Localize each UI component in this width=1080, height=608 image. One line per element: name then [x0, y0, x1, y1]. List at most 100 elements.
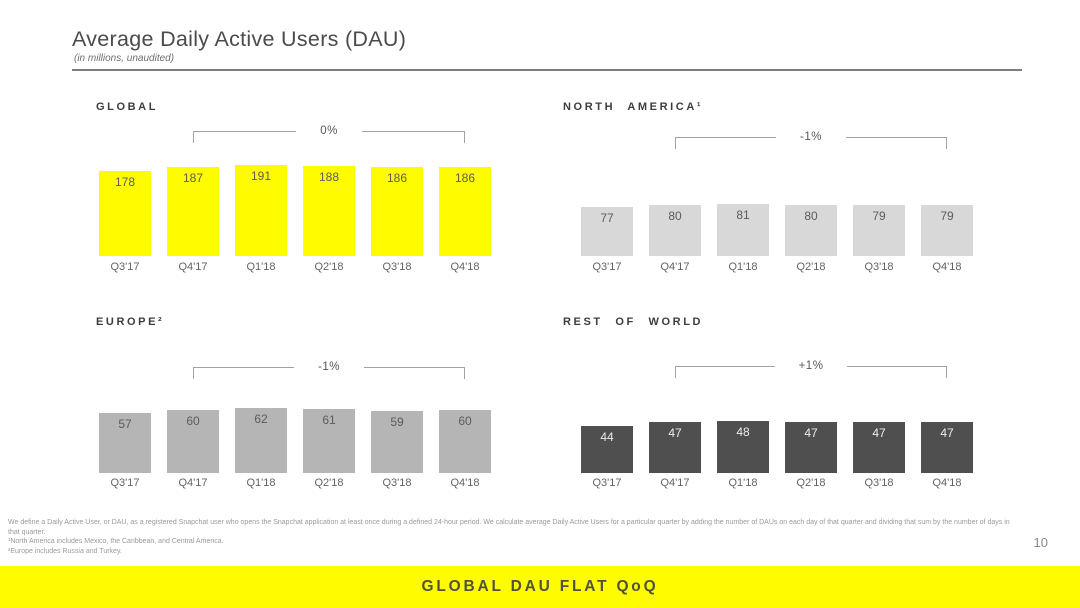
bar-rest-of-world-q [785, 422, 837, 473]
x-tick-label: Q2'18 [796, 261, 826, 273]
x-tick-label: Q2'18 [314, 261, 344, 273]
bar-value-label: 47 [804, 426, 818, 440]
bar-value-label: 60 [458, 414, 472, 428]
bar-value-label: 77 [600, 211, 614, 225]
bar-global-q [303, 166, 355, 256]
bracket-line-left [193, 131, 297, 143]
chart-title-global: GLOBAL [96, 101, 159, 113]
x-tick-label: Q4'18 [932, 261, 962, 273]
x-tick-label: Q3'18 [382, 477, 412, 489]
chart-title-rest-of-world: REST OF WORLD [563, 316, 704, 328]
bracket-line-right [361, 131, 465, 143]
bar-global-q [371, 167, 423, 256]
x-tick-label: Q1'18 [728, 477, 758, 489]
bar-value-label: 79 [940, 209, 954, 223]
bracket-line-right [847, 366, 947, 378]
bar-value-label: 79 [872, 209, 886, 223]
chart-title-north-america: NORTH AMERICA¹ [563, 101, 704, 113]
bar-global-q [167, 167, 219, 256]
change-bracket-north-america: -1% [675, 131, 948, 149]
bar-rest-of-world-q [921, 422, 973, 473]
change-label: -1% [800, 131, 822, 143]
change-bracket-global: 0% [193, 125, 465, 143]
x-tick-label: Q4'17 [178, 477, 208, 489]
change-bracket-europe: -1% [193, 361, 466, 379]
bar-rest-of-world-q [717, 421, 769, 473]
x-tick-label: Q4'18 [450, 261, 480, 273]
x-tick-label: Q3'18 [864, 477, 894, 489]
header-divider [72, 69, 1022, 71]
bar-rest-of-world-q [853, 422, 905, 473]
bracket-line-left [193, 367, 295, 379]
bar-rest-of-world-q [581, 426, 633, 473]
x-tick-label: Q1'18 [246, 261, 276, 273]
x-tick-label: Q2'18 [796, 477, 826, 489]
x-tick-label: Q4'17 [660, 477, 690, 489]
x-tick-label: Q4'17 [660, 261, 690, 273]
bar-global-q [235, 165, 287, 256]
bar-europe-q [99, 413, 151, 473]
change-label: +1% [798, 360, 824, 372]
bar-global-q [99, 171, 151, 256]
bar-value-label: 80 [804, 209, 818, 223]
page-subtitle: (in millions, unaudited) [74, 53, 175, 64]
bottom-banner: GLOBAL DAU FLAT QoQ [0, 566, 1080, 608]
x-tick-label: Q3'18 [382, 261, 412, 273]
bar-value-label: 47 [940, 426, 954, 440]
x-tick-label: Q3'17 [110, 261, 140, 273]
bar-value-label: 59 [390, 415, 404, 429]
x-tick-label: Q3'17 [110, 477, 140, 489]
footnote-dau-definition: We define a Daily Active User, or DAU, a… [8, 519, 1010, 536]
x-tick-label: Q4'18 [450, 477, 480, 489]
bar-north-america-q [649, 205, 701, 256]
bar-europe-q [439, 410, 491, 473]
bracket-line-left [675, 137, 777, 149]
bar-value-label: 62 [254, 412, 268, 426]
bar-north-america-q [717, 204, 769, 256]
bracket-line-left [675, 366, 775, 378]
bracket-line-right [363, 367, 466, 379]
x-tick-label: Q3'17 [592, 477, 622, 489]
chart-title-europe: EUROPE² [96, 316, 165, 328]
bar-europe-q [235, 408, 287, 473]
footnote-europe: ²Europe includes Russia and Turkey. [8, 547, 122, 555]
bar-value-label: 178 [114, 175, 136, 189]
page-title: Average Daily Active Users (DAU) [72, 27, 407, 51]
bar-value-label: 188 [318, 170, 340, 184]
bar-value-label: 80 [668, 209, 682, 223]
change-label: -1% [318, 361, 340, 373]
x-tick-label: Q1'18 [728, 261, 758, 273]
bar-north-america-q [581, 207, 633, 256]
bar-value-label: 61 [322, 413, 336, 427]
bar-value-label: 60 [186, 414, 200, 428]
change-label: 0% [320, 125, 338, 137]
page-number: 10 [1033, 535, 1048, 550]
bar-value-label: 186 [454, 171, 476, 185]
x-tick-label: Q2'18 [314, 477, 344, 489]
bar-europe-q [167, 410, 219, 473]
x-tick-label: Q1'18 [246, 477, 276, 489]
footnote-north-america: ¹North America includes Mexico, the Cari… [8, 538, 224, 545]
bracket-line-right [845, 137, 948, 149]
bar-global-q [439, 167, 491, 256]
banner-label: GLOBAL DAU FLAT QoQ [421, 578, 659, 595]
x-tick-label: Q3'17 [592, 261, 622, 273]
change-bracket-rest-of-world: +1% [675, 360, 947, 378]
bar-value-label: 186 [386, 171, 408, 185]
bar-value-label: 48 [736, 425, 750, 439]
bar-value-label: 81 [736, 208, 750, 222]
bar-europe-q [371, 411, 423, 473]
bar-value-label: 57 [118, 417, 132, 431]
bar-north-america-q [921, 205, 973, 256]
bar-north-america-q [853, 205, 905, 256]
bar-value-label: 191 [250, 169, 272, 183]
bar-value-label: 44 [600, 430, 614, 444]
bar-value-label: 47 [872, 426, 886, 440]
bar-europe-q [303, 409, 355, 473]
x-tick-label: Q4'17 [178, 261, 208, 273]
footnotes: We define a Daily Active User, or DAU, a… [8, 518, 1010, 556]
bar-value-label: 47 [668, 426, 682, 440]
bar-value-label: 187 [182, 171, 204, 185]
